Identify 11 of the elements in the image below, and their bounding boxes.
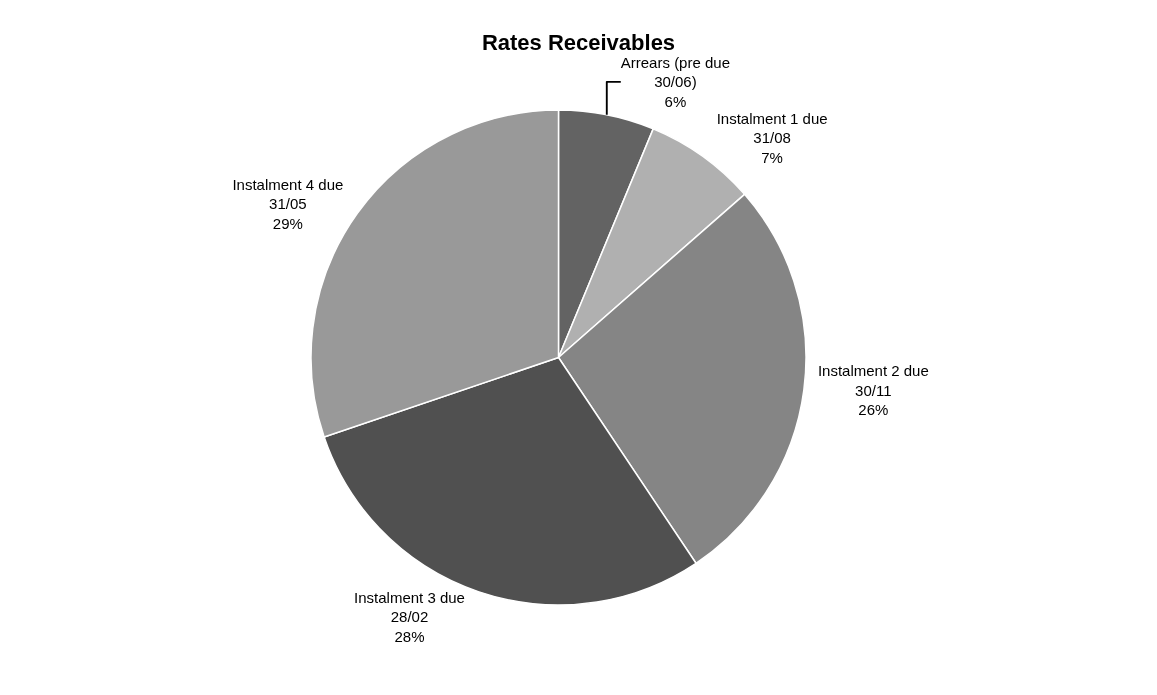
slice-label: Instalment 2 due 30/11	[817, 362, 929, 399]
slice-label: Instalment 1 due 31/08	[716, 109, 828, 147]
data-label: 28%	[394, 627, 425, 645]
slice-label: Arrears (pre due 30/06)	[620, 53, 730, 91]
data-label: 7%	[761, 148, 783, 166]
data-label: 26%	[858, 401, 889, 419]
chart-title: Rates Receivables	[481, 30, 676, 56]
data-label: 29%	[272, 214, 303, 232]
slice-label: Instalment 3 due 28/02	[354, 588, 465, 626]
slice-label: Instalment 4 due 31/05	[232, 175, 344, 213]
data-label: 6%	[664, 92, 687, 110]
